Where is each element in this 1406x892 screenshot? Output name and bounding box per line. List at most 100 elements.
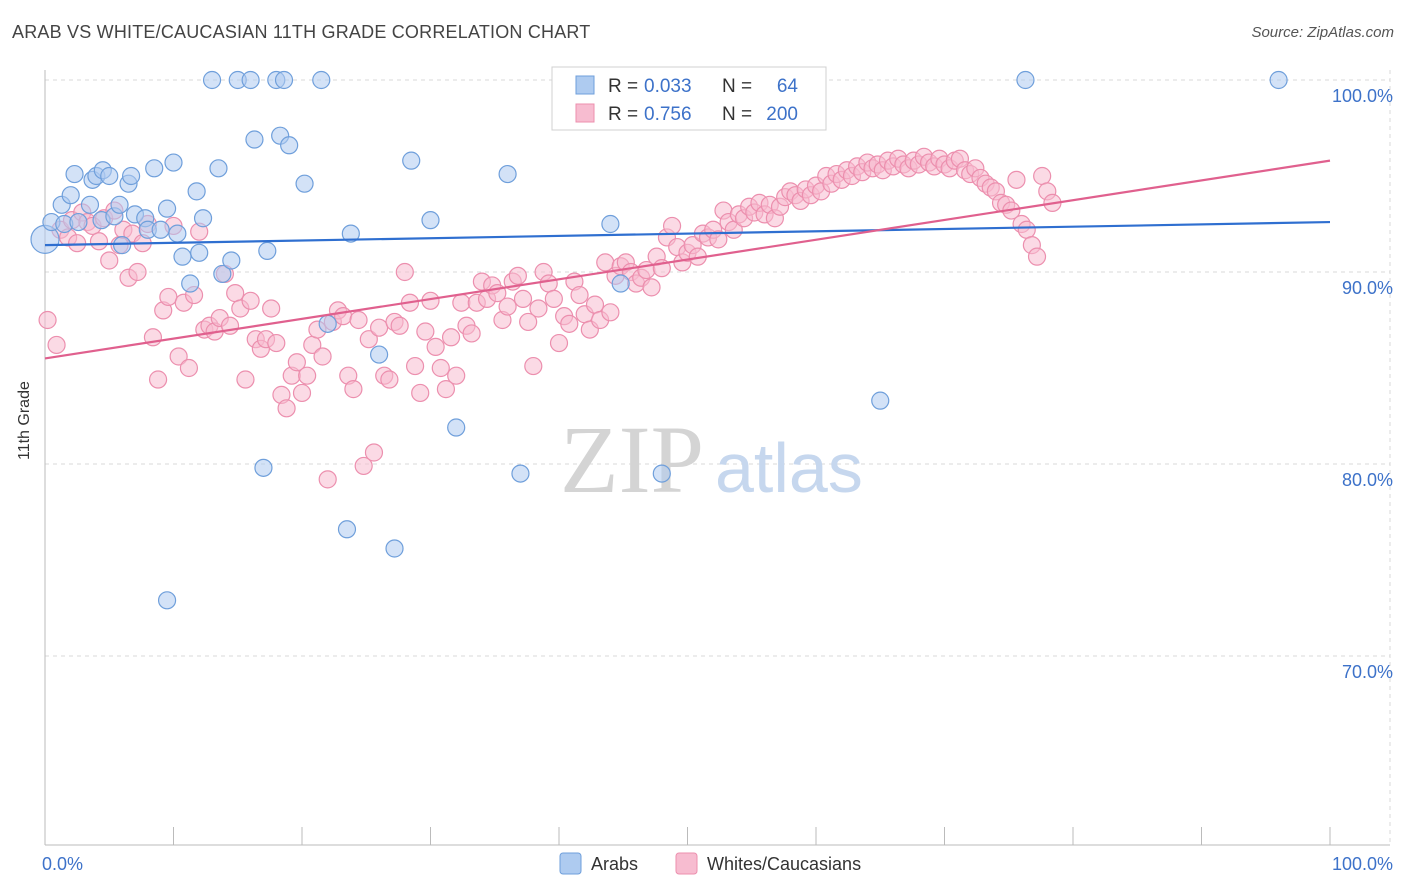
bottom-legend-swatch-whites <box>675 852 698 875</box>
legend-r-label-whites: R = <box>608 104 638 125</box>
y-tick-label: 70.0% <box>1342 662 1393 682</box>
y-tick-labels: 70.0% 80.0% 90.0% 100.0% <box>1332 86 1393 682</box>
arab-point <box>312 70 331 90</box>
white-point <box>508 266 527 285</box>
arab-point <box>164 153 183 172</box>
white-point <box>318 470 337 489</box>
white-point <box>364 443 384 462</box>
arab-point <box>498 164 517 184</box>
white-point <box>436 380 456 399</box>
legend-r-value-arabs: 0.033 <box>644 76 692 97</box>
watermark-atlas: atlas <box>715 429 863 507</box>
trend-lines <box>44 159 1331 360</box>
white-point <box>241 291 260 310</box>
arab-point <box>173 247 192 266</box>
arab-point <box>611 274 630 293</box>
white-point <box>344 380 363 399</box>
white-point <box>539 274 558 293</box>
arab-point <box>421 211 440 230</box>
arab-point <box>245 130 264 149</box>
white-point <box>390 316 409 335</box>
arab-point <box>274 70 294 90</box>
chart-title: ARAB VS WHITE/CAUCASIAN 11TH GRADE CORRE… <box>12 22 591 42</box>
white-point <box>462 324 481 343</box>
legend-swatch-whites <box>575 103 595 123</box>
trend-line-whites <box>44 159 1331 360</box>
legend-r-label-arabs: R = <box>608 76 638 97</box>
white-point <box>68 234 87 253</box>
legend-r-value-whites: 0.756 <box>644 104 692 125</box>
arab-point <box>151 220 170 239</box>
arab-point <box>258 241 277 260</box>
white-point <box>298 366 317 385</box>
arab-point <box>511 464 530 483</box>
white-point <box>513 289 533 308</box>
legend-n-label-whites: N = <box>722 104 752 125</box>
watermark-zip: ZIP <box>560 406 704 513</box>
white-point <box>277 399 296 418</box>
watermark: ZIP atlas <box>560 406 863 513</box>
white-point <box>426 337 445 356</box>
x-tick-labels: 0.0% 100.0% <box>42 854 1393 874</box>
arab-point <box>121 166 141 186</box>
arab-point <box>652 464 671 483</box>
white-point <box>148 370 168 389</box>
y-tick-label: 90.0% <box>1342 278 1393 298</box>
arab-point <box>601 214 620 234</box>
arab-point <box>280 136 299 155</box>
white-point <box>570 285 589 305</box>
arab-point <box>447 418 466 437</box>
bottom-legend: Arabs Whites/Caucasians <box>559 852 861 875</box>
white-point <box>544 289 563 308</box>
white-point <box>662 216 682 236</box>
arab-point <box>318 314 337 333</box>
white-point <box>498 297 517 316</box>
arab-point <box>69 212 88 232</box>
arab-point <box>145 159 164 178</box>
white-point <box>524 356 543 376</box>
white-point <box>359 330 378 349</box>
white-point <box>226 284 245 303</box>
arab-point <box>370 345 389 364</box>
white-point <box>549 333 569 353</box>
arab-point <box>295 174 314 193</box>
arab-point <box>61 186 80 205</box>
bottom-legend-label-whites: Whites/Caucasians <box>707 854 861 874</box>
legend-n-value-arabs: 64 <box>777 76 799 97</box>
x-tick-label: 100.0% <box>1332 854 1393 874</box>
arab-point <box>157 591 177 610</box>
arab-point <box>254 458 273 477</box>
white-point <box>380 370 399 389</box>
arab-point <box>871 391 890 410</box>
axes <box>44 70 1390 846</box>
white-point <box>354 456 373 476</box>
legend-n-value-whites: 200 <box>766 104 798 125</box>
white-point <box>585 295 605 314</box>
arab-point <box>1269 70 1288 90</box>
white-point <box>169 347 188 366</box>
legend-swatch-arabs <box>575 75 595 95</box>
white-point <box>1033 166 1052 186</box>
legend-n-label-arabs: N = <box>722 76 752 97</box>
arab-point <box>222 251 241 270</box>
arab-point <box>341 224 360 243</box>
arab-point <box>181 274 200 293</box>
white-point <box>560 314 579 333</box>
arab-point <box>65 164 84 184</box>
white-point <box>519 312 538 332</box>
arab-point <box>209 159 228 178</box>
white-point <box>1017 220 1036 239</box>
white-point <box>370 318 389 337</box>
white-point <box>441 328 461 347</box>
white-point <box>411 383 430 403</box>
white-point <box>601 303 620 322</box>
white-point <box>262 299 281 318</box>
y-tick-label: 80.0% <box>1342 470 1393 490</box>
arab-point <box>402 151 421 170</box>
white-point <box>179 358 199 378</box>
white-point <box>159 287 178 307</box>
white-point <box>642 278 661 297</box>
arab-point <box>337 520 357 539</box>
white-point <box>447 366 466 385</box>
